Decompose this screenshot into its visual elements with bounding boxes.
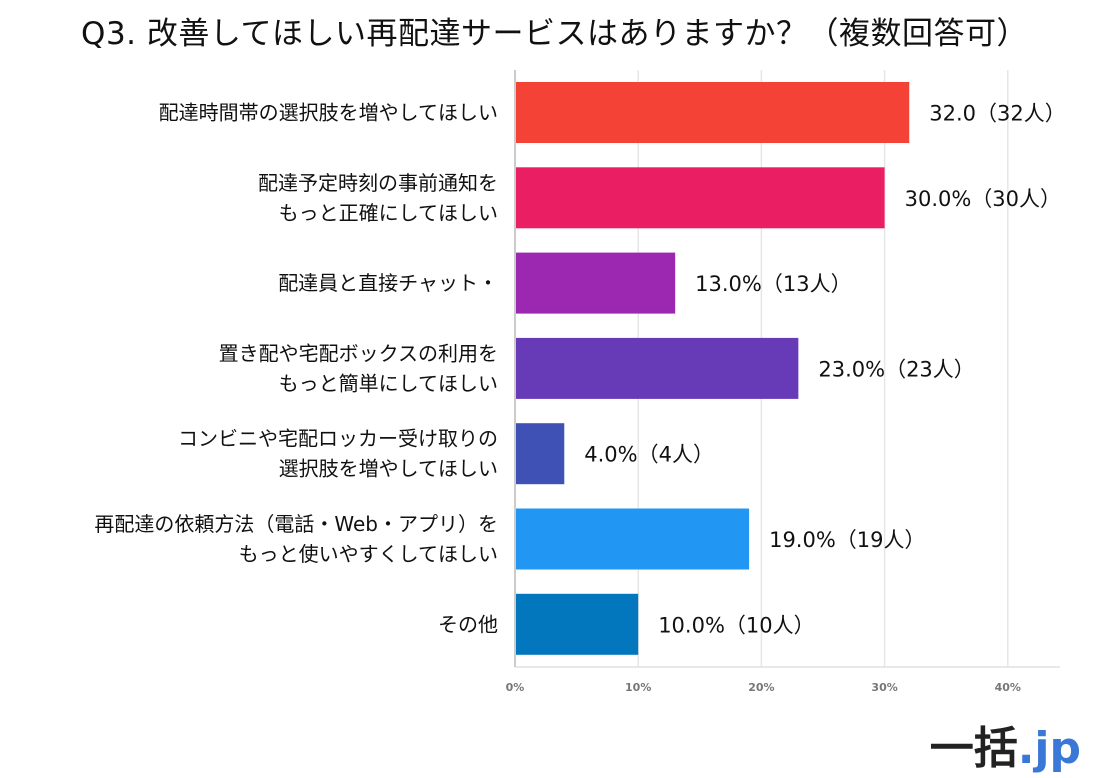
bar bbox=[515, 252, 676, 314]
logo-kanji: 一括 bbox=[929, 723, 1018, 774]
data-label: 19.0%（19人） bbox=[769, 528, 925, 552]
bar bbox=[515, 508, 750, 570]
axes bbox=[514, 70, 1060, 668]
category-label: 再配達の依頼方法（電話・Web・アプリ）を bbox=[94, 512, 498, 536]
bar bbox=[515, 423, 565, 485]
labels: 0% 10% 20% 30% 40% 32.0（32人） 配達時間帯の選択肢を増やしてほしい… bbox=[94, 101, 1065, 695]
brand-logo: 一括.jp bbox=[930, 712, 1081, 776]
data-label: 4.0%（4人） bbox=[584, 443, 714, 467]
x-tick-label: 40% bbox=[995, 681, 1021, 694]
category-label: 選択肢を増やしてほしい bbox=[279, 457, 498, 481]
chart-title: Q3. 改善してほしい再配達サービスはありますか？（複数回答可） bbox=[81, 16, 1028, 52]
x-tick-label: 0% bbox=[506, 681, 525, 694]
bars bbox=[515, 82, 910, 655]
data-label: 30.0%（30人） bbox=[905, 187, 1061, 211]
x-tick-label: 10% bbox=[625, 681, 651, 694]
category-label: 置き配や宅配ボックスの利用を bbox=[219, 341, 498, 365]
category-label: もっと使いやすくしてほしい bbox=[239, 542, 498, 566]
data-label: 32.0（32人） bbox=[929, 102, 1065, 126]
data-label: 13.0%（13人） bbox=[695, 272, 851, 296]
category-label: 配達時間帯の選択肢を増やしてほしい bbox=[159, 101, 498, 125]
bar bbox=[515, 167, 885, 229]
category-label: 配達員と直接チャット・ bbox=[278, 271, 498, 295]
x-tick-label: 30% bbox=[871, 681, 897, 694]
bar bbox=[515, 82, 910, 143]
bar bbox=[515, 593, 639, 655]
data-label: 10.0%（10人） bbox=[658, 613, 814, 637]
logo-domain: .jp bbox=[1017, 723, 1081, 774]
category-label: もっと正確にしてほしい bbox=[279, 201, 498, 225]
category-label: もっと簡単にしてほしい bbox=[279, 371, 498, 395]
bar bbox=[515, 337, 799, 399]
category-label: 配達予定時刻の事前通知を bbox=[258, 171, 498, 195]
category-label: その他 bbox=[438, 612, 498, 636]
data-label: 23.0%（23人） bbox=[818, 357, 974, 381]
category-label: コンビニや宅配ロッカー受け取りの bbox=[178, 427, 498, 451]
x-tick-label: 20% bbox=[748, 681, 774, 694]
